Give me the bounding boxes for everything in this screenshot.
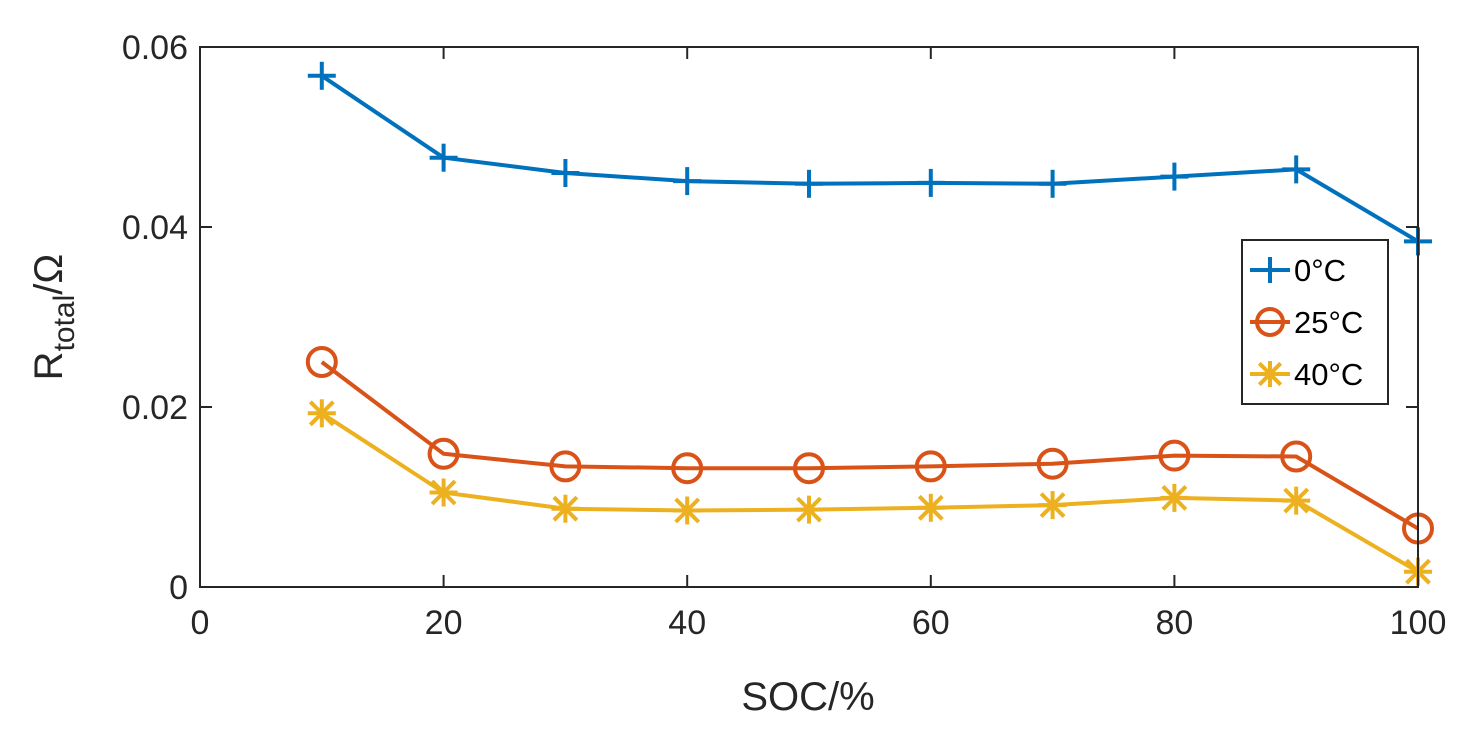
data-point [1282, 155, 1311, 184]
asterisk-marker-d2 [796, 496, 822, 523]
legend-label: 40°C [1294, 357, 1363, 392]
series-1 [305, 346, 1434, 545]
data-point [1160, 483, 1189, 512]
data-point [305, 346, 338, 378]
asterisk-marker-d2 [674, 497, 701, 524]
data-point [1038, 491, 1067, 520]
x-tick-label: 100 [1390, 604, 1447, 642]
plot-area [305, 61, 1434, 586]
asterisk-marker-d2 [308, 400, 335, 427]
y-axis-title: Rtotal/Ω [27, 254, 81, 381]
asterisk-marker-d2 [552, 495, 579, 522]
data-point [795, 169, 823, 198]
legend: 0°C 25°C 40°C [1241, 239, 1389, 405]
asterisk-marker-d2 [1161, 485, 1188, 511]
x-tick-label: 80 [1155, 604, 1193, 642]
data-point [673, 496, 702, 525]
data-point [307, 61, 336, 90]
data-point [551, 159, 580, 187]
x-tick-label: 20 [425, 604, 463, 642]
x-tick-label: 0 [191, 604, 210, 642]
legend-label: 0°C [1294, 253, 1346, 288]
data-point [795, 495, 823, 524]
legend-label: 25°C [1294, 305, 1363, 340]
data-point [1036, 447, 1069, 480]
asterisk-marker-d2 [1039, 492, 1066, 518]
data-point [793, 452, 825, 485]
legend-item: 40°C [1250, 357, 1363, 392]
y-axis-title-base: R [27, 351, 71, 380]
y-tick-label: 0.06 [122, 29, 188, 67]
y-axis-title-suffix: /Ω [27, 254, 71, 295]
axes-frame [199, 46, 1419, 588]
asterisk-marker-d2 [1257, 361, 1283, 387]
data-point [1038, 169, 1067, 198]
y-tick-label: 0.04 [122, 209, 188, 247]
data-point [551, 494, 580, 523]
data-point [914, 450, 947, 483]
data-point [1158, 439, 1191, 472]
series-2 [307, 399, 1432, 586]
circle-marker [1255, 307, 1285, 337]
series-line [320, 74, 1420, 244]
data-point [1282, 486, 1311, 515]
data-point [671, 452, 704, 485]
data-point [549, 450, 582, 483]
x-tick-label: 40 [668, 604, 706, 642]
asterisk-marker-d2 [917, 494, 944, 521]
x-tick-label: 60 [912, 604, 950, 642]
data-point [1280, 440, 1313, 473]
legend-item: 25°C [1250, 305, 1363, 340]
data-point [673, 167, 702, 196]
series-line [320, 411, 1420, 574]
series-line [320, 360, 1420, 531]
data-point [427, 437, 460, 470]
data-point [429, 478, 458, 507]
asterisk-marker-d2 [430, 479, 457, 506]
data-point [429, 143, 458, 172]
legend-item: 0°C [1250, 253, 1346, 288]
y-tick-label: 0 [169, 569, 188, 607]
data-point [916, 168, 945, 197]
data-point [916, 493, 945, 522]
y-axis-title-subscript: total [48, 295, 81, 352]
x-axis-title: SOC/% [741, 675, 874, 719]
y-tick-label: 0.02 [122, 389, 188, 427]
plus-marker [1257, 257, 1283, 283]
data-point [1160, 162, 1189, 191]
data-point [307, 399, 336, 428]
asterisk-marker-d2 [1283, 487, 1310, 514]
series-0 [307, 61, 1432, 256]
asterisk-marker [1257, 361, 1283, 387]
